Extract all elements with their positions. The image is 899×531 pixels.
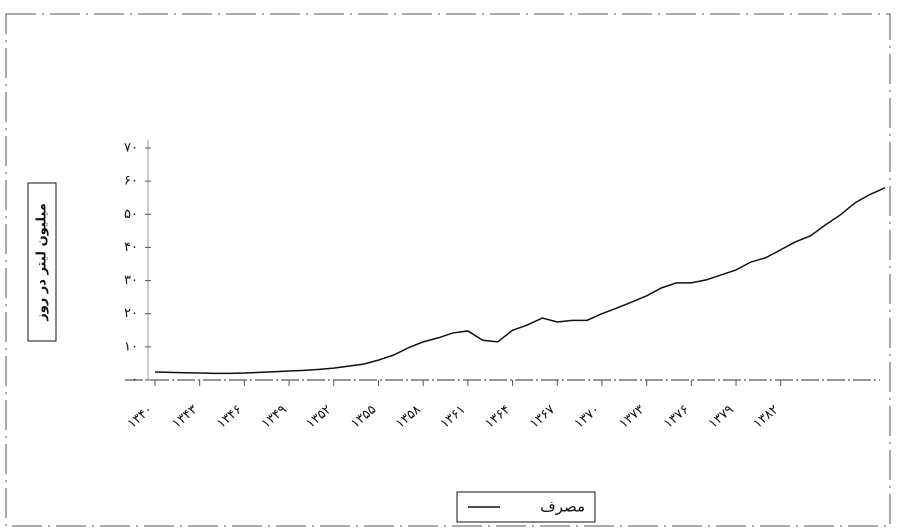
frame <box>6 14 890 526</box>
x-tick-label: ۱۳۴۹ <box>259 402 290 431</box>
y-tick-label: ۵۰ <box>124 207 138 222</box>
y-tick-label: ۰ <box>131 373 138 388</box>
y-tick-label: ۷۰ <box>124 141 138 156</box>
x-tick-label: ۱۳۶۷ <box>527 402 558 431</box>
x-tick-label: ۱۳۷۹ <box>706 402 737 431</box>
x-tick-label: ۱۳۸۲ <box>750 402 781 431</box>
x-tick-label: ۱۳۵۸ <box>393 402 424 431</box>
y-axis-label: میلیون لیتر در روز <box>35 203 50 322</box>
legend-label: مصرف <box>540 498 585 516</box>
x-tick-label: ۱۳۴۰ <box>125 402 156 431</box>
y-tick-label: ۲۰ <box>124 306 138 321</box>
x-tick-label: ۱۳۷۳ <box>616 402 647 431</box>
x-tick-label: ۱۳۶۴ <box>482 402 513 431</box>
x-tick-label: ۱۳۵۵ <box>348 402 379 431</box>
data-line <box>155 188 885 374</box>
x-tick-label: ۱۳۴۳ <box>169 402 200 431</box>
y-tick-label: ۴۰ <box>124 240 138 255</box>
y-tick-label: ۳۰ <box>124 273 138 288</box>
chart: میلیون لیتر در روز ۰ ۱۰ ۲۰ ۳۰ ۴۰ ۵۰ ۶۰ ۷۰ ۱۳۴۰ ۱۳… <box>0 0 899 531</box>
x-tick-label: ۱۳۵۲ <box>304 402 335 431</box>
x-tick-label: ۱۳۴۶ <box>214 402 245 431</box>
y-tick-label: ۱۰ <box>124 339 138 354</box>
y-tick-label: ۶۰ <box>124 174 138 189</box>
x-tick-label: ۱۳۷۰ <box>572 402 603 431</box>
x-tick-label: ۱۳۷۶ <box>661 402 692 431</box>
x-tick-label: ۱۳۶۱ <box>438 402 469 431</box>
